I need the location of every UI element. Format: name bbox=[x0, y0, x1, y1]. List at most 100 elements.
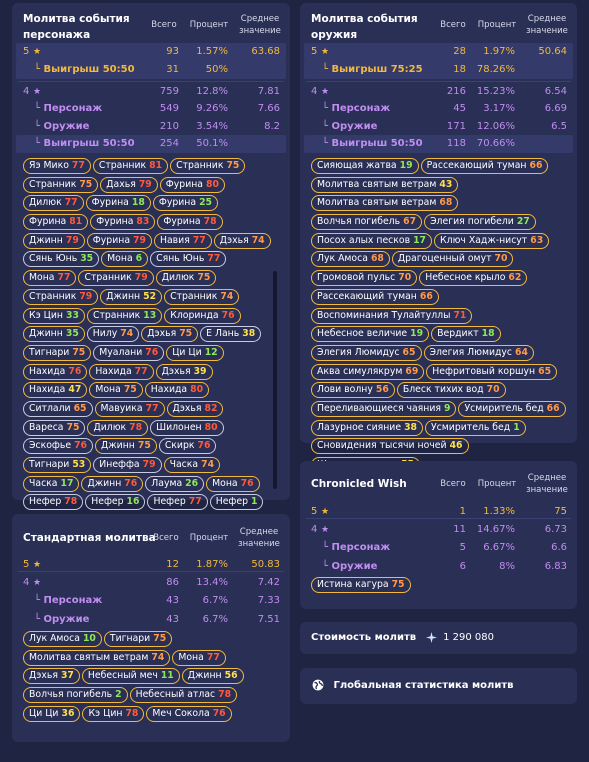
stat-row: └ Персонаж 45 3.17% 6.69 bbox=[300, 100, 577, 118]
pull-chip-name: Нахида bbox=[150, 384, 188, 396]
pull-chip-name: Дэхья bbox=[161, 365, 191, 377]
stat-row: └ Выигрыш 75:25 18 78.26% bbox=[300, 61, 577, 79]
pull-chip-name: Странник bbox=[176, 160, 224, 171]
pull-chip-count: 39 bbox=[193, 365, 207, 377]
pull-chip-name: Мавуика bbox=[100, 402, 143, 414]
pull-chip-name: Мона bbox=[95, 384, 121, 396]
pull-chip-name: Странник bbox=[84, 272, 132, 284]
global-stats-link[interactable]: Глобальная статистика молитв bbox=[312, 678, 514, 694]
pull-chip-name: Клоринда bbox=[170, 309, 219, 321]
pull-chip-name: Молитва святым ветрам bbox=[317, 197, 437, 209]
stat-avg: 63.68 bbox=[251, 46, 280, 57]
pull-chip-count: 26 bbox=[185, 477, 199, 489]
char-banner-panel: Молитва события персонажа Всего Процент … bbox=[12, 3, 290, 511]
pull-chip-name: Ци Ци bbox=[29, 707, 59, 719]
pull-chip-count: 78 bbox=[129, 421, 143, 433]
pull-chip: Эскофье 76 bbox=[23, 438, 94, 455]
stat-percent: 50% bbox=[205, 64, 228, 75]
stat-total: 759 bbox=[159, 86, 179, 97]
pull-chip-count: 74 bbox=[220, 290, 234, 302]
pull-chip: Лазурное сияние 38 bbox=[311, 419, 424, 436]
pull-chip-name: Нефер bbox=[215, 496, 248, 508]
pull-chip-name: Джинн bbox=[106, 290, 141, 302]
pull-chip: Нахида 47 bbox=[23, 382, 88, 399]
pull-chip-name: Мона bbox=[29, 272, 55, 284]
pull-chip-name: Вердикт bbox=[437, 328, 479, 340]
pull-chip-name: Фурина bbox=[91, 197, 129, 209]
char-scrollbar[interactable] bbox=[273, 271, 277, 489]
pull-chip: Переливающиеся чаяния 9 bbox=[311, 400, 457, 417]
pull-chip: Сияющая жатва 19 bbox=[311, 158, 419, 174]
pull-chip-count: 76 bbox=[240, 477, 254, 489]
pull-chip: Фурина 25 bbox=[152, 195, 219, 212]
pull-chip-count: 75 bbox=[197, 272, 211, 284]
pull-chip-count: 33 bbox=[66, 309, 79, 321]
pull-chip-count: 80 bbox=[206, 178, 219, 190]
pull-chip-name: Дэхья bbox=[29, 670, 58, 682]
pull-chip-count: 66 bbox=[546, 402, 560, 414]
pull-chip-name: Небесный меч bbox=[87, 670, 158, 682]
chronicled-panel: Chronicled Wish Всего Процент Среднее зн… bbox=[300, 461, 577, 609]
pull-chip-name: Навия bbox=[159, 234, 190, 246]
pull-chip-count: 78 bbox=[64, 496, 78, 508]
pull-chip-count: 77 bbox=[192, 234, 206, 246]
pull-chip-count: 78 bbox=[203, 216, 217, 228]
pull-chip-count: 79 bbox=[138, 178, 152, 190]
pull-chip: Нилу 74 bbox=[86, 326, 140, 343]
pull-chip-name: Лук Амоса bbox=[317, 253, 368, 265]
pull-chip-name: Элегия погибели bbox=[430, 216, 514, 228]
stat-avg: 6.83 bbox=[544, 561, 567, 572]
pull-chip-name: Нефер bbox=[153, 496, 186, 508]
pull-chip-name: Сянь Юнь bbox=[29, 253, 78, 265]
pull-chip-name: Нефер bbox=[29, 496, 62, 508]
pull-chip: Мона 77 bbox=[172, 649, 226, 666]
stat-row: └ Выигрыш 50:50 118 70.66% bbox=[300, 135, 577, 153]
pull-chip-count: 70 bbox=[494, 253, 508, 265]
pull-chip-name: Мона bbox=[107, 253, 133, 265]
star-icon: ★ bbox=[321, 507, 330, 517]
pull-chip-count: 1 bbox=[250, 496, 258, 508]
pull-chip-count: 79 bbox=[79, 290, 93, 302]
cost-row: Стоимость молитв 1 290 080 bbox=[311, 630, 494, 646]
pull-chip-name: Лови волну bbox=[317, 384, 373, 396]
pull-chip: Элегия Люмидус 65 bbox=[311, 344, 422, 361]
pull-chip-count: 66 bbox=[419, 290, 433, 302]
pull-chip-count: 65 bbox=[73, 402, 87, 414]
pull-chip: Яэ Мико 77 bbox=[23, 158, 91, 174]
pull-chip-count: 74 bbox=[251, 234, 265, 246]
stat-total: 216 bbox=[446, 86, 466, 97]
pull-chip-name: Е Лань bbox=[206, 328, 240, 340]
pull-chip-count: 17 bbox=[413, 234, 427, 246]
pull-chip: Фурина 80 bbox=[159, 176, 225, 193]
stat-row: 5 ★ 1 1.33% 75 bbox=[300, 503, 577, 521]
pull-chip-count: 79 bbox=[65, 234, 79, 246]
stat-row-label: 4 bbox=[23, 577, 30, 588]
stat-row-label: └ Оружие bbox=[34, 614, 90, 625]
stat-avg: 6.73 bbox=[544, 524, 567, 535]
pull-chip-count: 75 bbox=[79, 178, 93, 190]
pull-chip-name: Меч Сокола bbox=[152, 707, 210, 719]
pull-chip: Дилюк 78 bbox=[87, 419, 149, 436]
pull-chip-name: Яэ Мико bbox=[29, 160, 69, 171]
pull-chip: Дилюк 75 bbox=[155, 270, 217, 287]
stat-row: 4 ★ 11 14.67% 6.73 bbox=[300, 521, 577, 539]
pull-chip-count: 74 bbox=[151, 651, 165, 663]
pull-chip-name: Истина кагура bbox=[317, 579, 389, 590]
stat-percent: 3.54% bbox=[196, 121, 228, 132]
pull-chip-count: 27 bbox=[516, 216, 530, 228]
pull-chip-count: 77 bbox=[188, 496, 202, 508]
global-stats-panel[interactable]: Глобальная статистика молитв bbox=[300, 668, 577, 704]
stat-row-label: 5 bbox=[23, 46, 30, 57]
stat-row-label: 5 bbox=[311, 506, 318, 517]
pull-chip-name: Нефер bbox=[91, 496, 124, 508]
stat-row-label: 5 bbox=[311, 46, 318, 57]
stat-row-label: 5 bbox=[23, 559, 30, 570]
pull-chip-count: 16 bbox=[126, 496, 140, 508]
globe-icon bbox=[312, 679, 324, 691]
pull-chip-name: Нилу bbox=[92, 328, 118, 340]
stat-total: 18 bbox=[453, 64, 466, 75]
pull-chip: Мона 75 bbox=[89, 382, 143, 399]
stat-avg: 6.6 bbox=[551, 542, 567, 553]
stat-percent: 9.26% bbox=[196, 103, 228, 114]
pull-chip-count: 69 bbox=[405, 365, 419, 377]
